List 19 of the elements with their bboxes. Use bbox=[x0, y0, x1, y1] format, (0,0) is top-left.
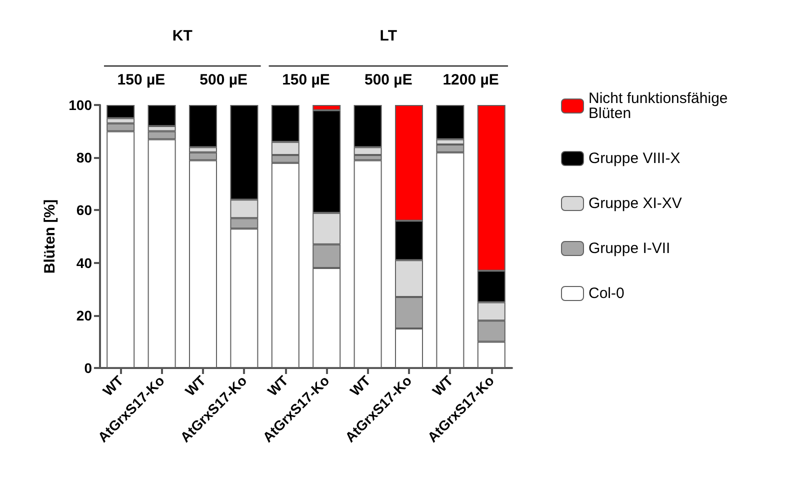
text: KT bbox=[172, 28, 192, 44]
y-tick-label: 0 bbox=[84, 360, 92, 376]
y-tick-label: 40 bbox=[76, 254, 92, 271]
legend-label: Gruppe VIII-X bbox=[588, 150, 680, 167]
legend-label: Nicht funktionsfähige Blüten bbox=[588, 90, 732, 122]
legend-label: Gruppe XI-XV bbox=[588, 195, 682, 212]
y-tick-label: 80 bbox=[76, 150, 92, 166]
text: 1200 µE bbox=[442, 72, 499, 88]
text: LT bbox=[380, 28, 398, 44]
text: 150 µE bbox=[282, 72, 330, 88]
y-axis-title: Blüten [%] bbox=[42, 199, 59, 274]
text: 150 µE bbox=[117, 72, 166, 88]
legend-label: Col-0 bbox=[588, 285, 624, 302]
y-tick-label: 60 bbox=[76, 202, 92, 218]
y-tick-label: 100 bbox=[68, 97, 92, 113]
y-tick-label: 20 bbox=[76, 307, 92, 324]
text: 500 µE bbox=[364, 72, 412, 88]
text: 500 µE bbox=[200, 72, 248, 88]
legend-label: Gruppe I-VII bbox=[588, 240, 670, 257]
